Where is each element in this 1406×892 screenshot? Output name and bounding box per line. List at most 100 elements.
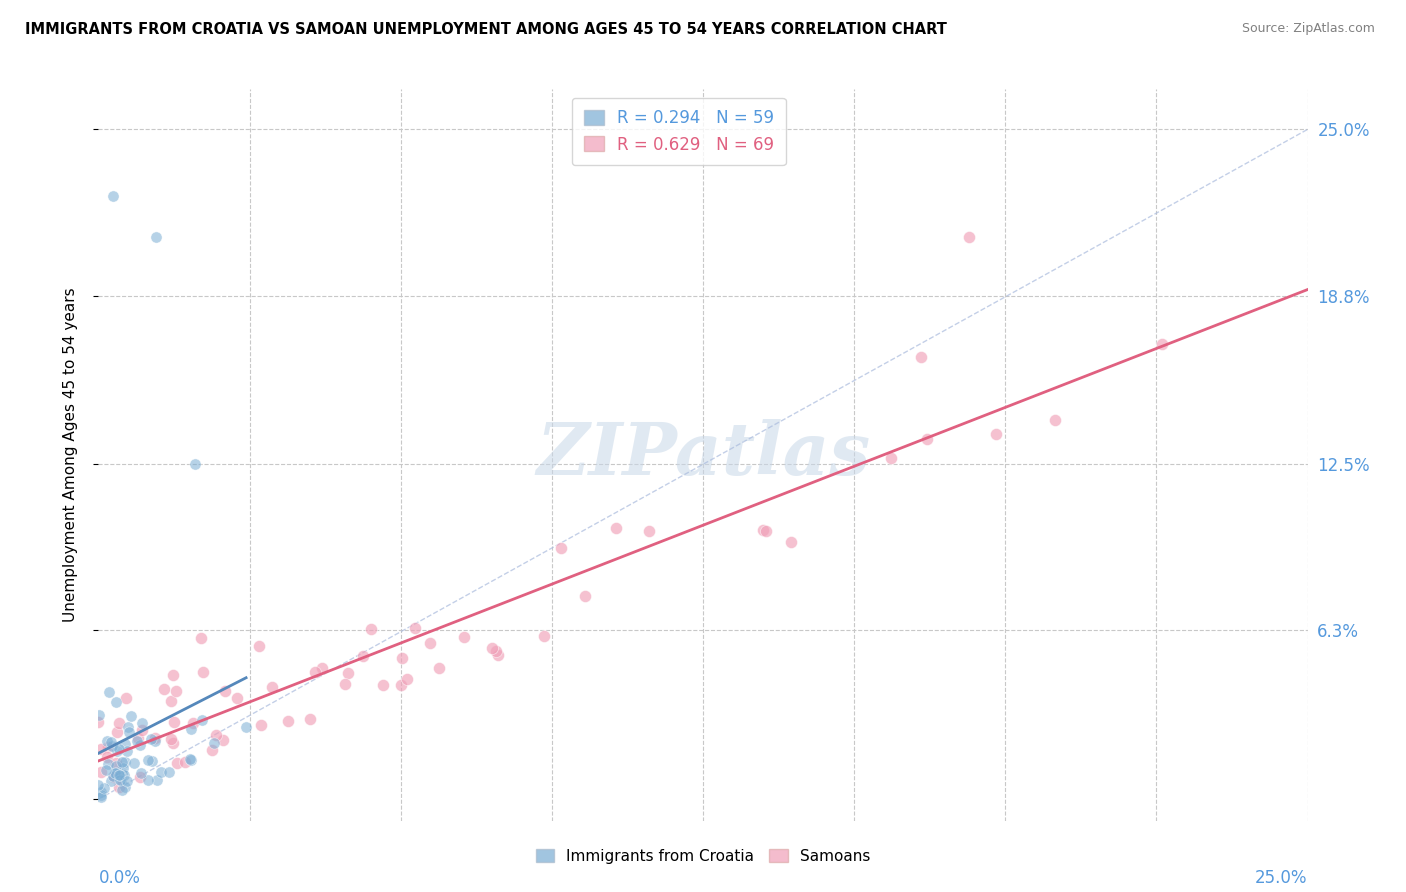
Point [157,764,180,779]
Point [111,766,134,780]
Point [108,742,131,756]
Point [165,683,187,698]
Point [100,773,122,788]
Point [780,535,803,549]
Point [191,665,214,679]
Point [488,648,510,662]
Point [752,524,775,538]
Point [105,758,128,772]
Text: ZIPatlas: ZIPatlas [536,419,870,491]
Point [427,660,450,674]
Point [111,783,134,797]
Point [90,789,112,804]
Point [105,743,128,757]
Point [179,752,201,766]
Point [108,772,131,787]
Point [96,750,118,764]
Point [533,629,555,643]
Point [150,764,173,779]
Point [146,773,169,788]
Point [90,764,112,779]
Point [114,780,136,795]
Point [879,450,901,465]
Point [166,756,188,770]
Point [352,648,374,663]
Point [550,541,572,556]
Point [159,694,181,708]
Point [204,736,226,750]
Point [112,768,135,782]
Point [136,772,159,787]
Point [605,521,627,535]
Point [128,738,150,752]
Point [87,714,110,729]
Point [117,720,139,734]
Point [97,740,120,755]
Point [638,524,661,538]
Point [90,788,112,802]
Point [105,766,128,780]
Point [574,589,596,603]
Point [104,765,127,780]
Point [250,718,273,732]
Point [108,768,131,782]
Y-axis label: Unemployment Among Ages 45 to 54 years: Unemployment Among Ages 45 to 54 years [63,287,77,623]
Point [235,720,257,734]
Point [89,708,111,723]
Point [371,678,394,692]
Point [107,716,129,731]
Point [90,742,112,756]
Point [114,756,136,770]
Point [105,695,128,709]
Point [159,732,181,747]
Point [1152,336,1174,351]
Point [184,458,207,472]
Point [481,641,503,656]
Point [419,636,441,650]
Point [211,733,233,747]
Point [173,756,195,770]
Point [181,715,204,730]
Point [453,630,475,644]
Point [205,728,228,742]
Point [97,756,120,771]
Point [225,690,247,705]
Point [115,773,138,788]
Point [103,770,125,784]
Point [139,732,162,747]
Point [180,753,202,767]
Point [90,785,112,799]
Point [115,691,138,706]
Point [910,350,932,364]
Point [101,189,124,203]
Point [304,665,326,680]
Point [152,681,174,696]
Point [114,738,136,752]
Point [93,780,115,795]
Point [122,756,145,771]
Point [915,432,938,446]
Text: IMMIGRANTS FROM CROATIA VS SAMOAN UNEMPLOYMENT AMONG AGES 45 TO 54 YEARS CORRELA: IMMIGRANTS FROM CROATIA VS SAMOAN UNEMPL… [25,22,948,37]
Text: 25.0%: 25.0% [1256,869,1308,887]
Point [127,734,149,748]
Text: 0.0%: 0.0% [98,869,141,887]
Point [97,685,120,699]
Point [214,683,236,698]
Point [136,753,159,767]
Point [957,229,980,244]
Point [94,763,117,777]
Point [108,780,131,794]
Point [335,677,357,691]
Point [131,715,153,730]
Point [395,673,418,687]
Point [201,743,224,757]
Point [337,665,360,680]
Point [145,229,167,244]
Point [115,744,138,758]
Point [191,713,214,727]
Point [262,680,284,694]
Point [1045,413,1067,427]
Legend: Immigrants from Croatia, Samoans: Immigrants from Croatia, Samoans [529,841,877,871]
Point [105,756,128,770]
Point [111,761,134,775]
